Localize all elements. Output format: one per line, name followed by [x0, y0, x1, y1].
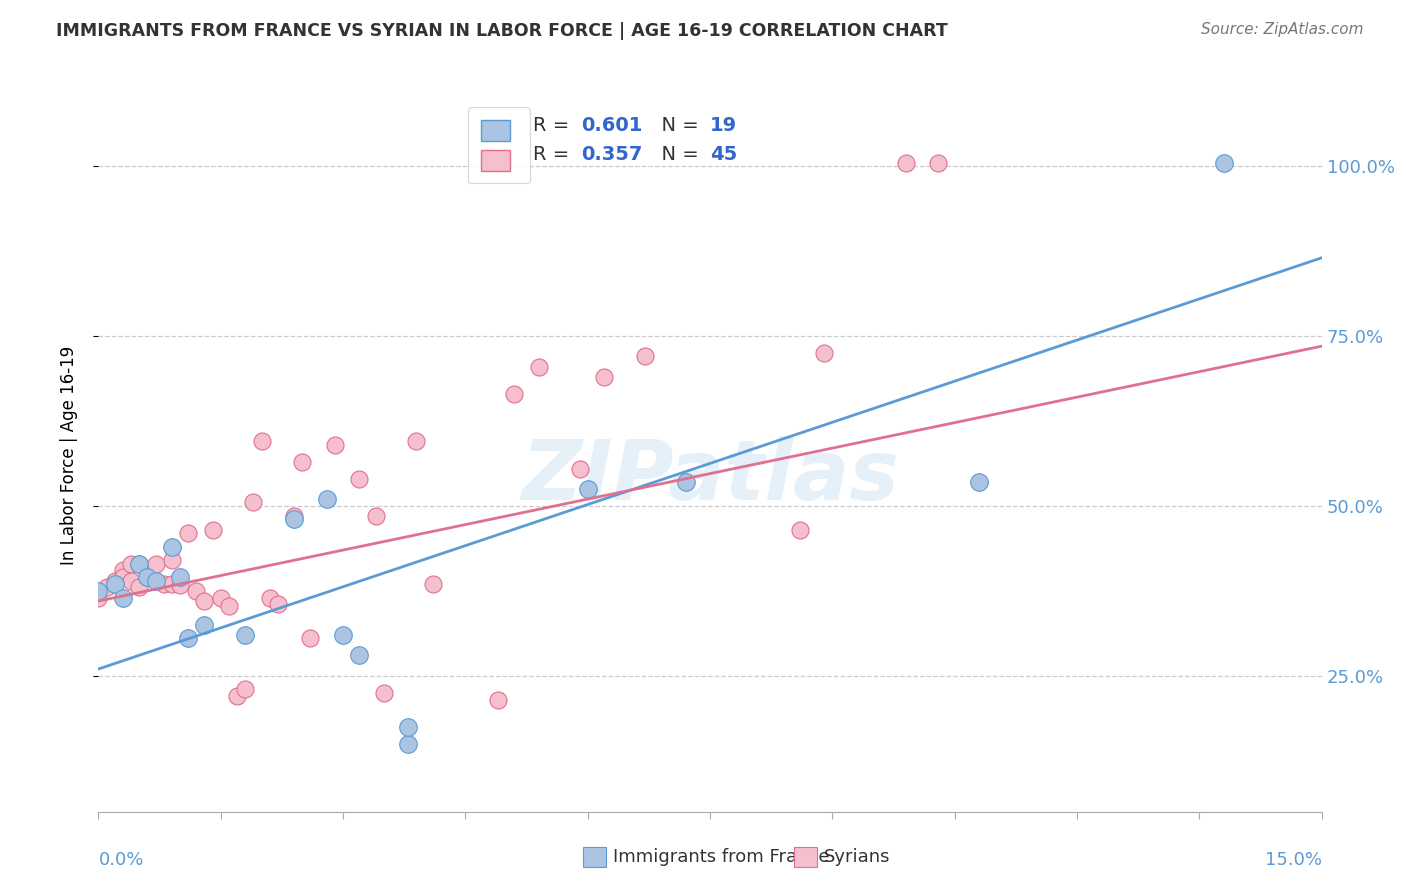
- Point: [104, 577, 127, 591]
- Point: [201, 523, 224, 537]
- Point: [128, 557, 150, 571]
- Point: [177, 632, 200, 646]
- Point: [486, 692, 509, 706]
- Point: [1212, 155, 1234, 169]
- Text: Immigrants from France: Immigrants from France: [613, 848, 830, 866]
- Point: [152, 577, 174, 591]
- Text: 0.357: 0.357: [582, 145, 643, 163]
- Point: [813, 346, 835, 360]
- Text: IMMIGRANTS FROM FRANCE VS SYRIAN IN LABOR FORCE | AGE 16-19 CORRELATION CHART: IMMIGRANTS FROM FRANCE VS SYRIAN IN LABO…: [56, 22, 948, 40]
- Point: [503, 386, 526, 401]
- Point: [160, 540, 183, 554]
- Point: [405, 434, 427, 449]
- Point: [111, 570, 134, 584]
- Point: [96, 581, 118, 595]
- Point: [593, 369, 616, 384]
- Point: [145, 557, 167, 571]
- Point: [160, 553, 183, 567]
- Point: [894, 155, 917, 169]
- Point: [111, 564, 134, 578]
- Point: [527, 359, 550, 374]
- Point: [136, 570, 159, 584]
- Point: [332, 628, 354, 642]
- Point: [267, 598, 290, 612]
- Point: [634, 350, 657, 364]
- Point: [927, 155, 949, 169]
- Point: [128, 581, 150, 595]
- Point: [136, 570, 159, 584]
- Point: [111, 591, 134, 605]
- Text: R =: R =: [533, 116, 575, 135]
- Point: [349, 648, 371, 663]
- Point: [169, 570, 191, 584]
- Point: [283, 509, 305, 524]
- Point: [568, 461, 591, 475]
- Point: [364, 509, 387, 524]
- Point: [349, 472, 371, 486]
- Point: [299, 632, 322, 646]
- Text: Source: ZipAtlas.com: Source: ZipAtlas.com: [1201, 22, 1364, 37]
- Legend: , : ,: [468, 107, 530, 183]
- Text: 0.601: 0.601: [582, 116, 643, 135]
- Point: [315, 492, 337, 507]
- Text: 45: 45: [710, 145, 737, 163]
- Text: N =: N =: [648, 116, 704, 135]
- Point: [422, 577, 444, 591]
- Point: [87, 591, 110, 605]
- Text: 19: 19: [710, 116, 737, 135]
- Point: [193, 617, 215, 632]
- Text: R =: R =: [533, 145, 575, 163]
- Point: [967, 475, 990, 489]
- Point: [87, 583, 110, 598]
- Point: [104, 574, 127, 588]
- Point: [291, 455, 314, 469]
- Point: [576, 482, 599, 496]
- Text: 15.0%: 15.0%: [1264, 851, 1322, 869]
- Point: [233, 682, 256, 697]
- Point: [169, 578, 191, 592]
- Y-axis label: In Labor Force | Age 16-19: In Labor Force | Age 16-19: [59, 345, 77, 565]
- Point: [233, 628, 256, 642]
- Point: [789, 523, 811, 537]
- Text: ZIPatlas: ZIPatlas: [522, 436, 898, 516]
- Point: [120, 574, 142, 588]
- Point: [145, 574, 167, 588]
- Point: [177, 526, 200, 541]
- Point: [250, 434, 273, 449]
- Text: N =: N =: [648, 145, 704, 163]
- Point: [160, 577, 183, 591]
- Point: [242, 495, 264, 509]
- Point: [218, 599, 240, 613]
- Point: [209, 591, 232, 605]
- Point: [128, 557, 150, 571]
- Point: [283, 512, 305, 526]
- Point: [226, 689, 249, 703]
- Point: [373, 686, 395, 700]
- Point: [323, 438, 346, 452]
- Point: [259, 591, 281, 605]
- Point: [120, 557, 142, 571]
- Point: [193, 594, 215, 608]
- Point: [186, 583, 208, 598]
- Text: Syrians: Syrians: [824, 848, 890, 866]
- Text: 0.0%: 0.0%: [98, 851, 143, 869]
- Point: [396, 720, 419, 734]
- Point: [675, 475, 697, 489]
- Point: [396, 737, 419, 751]
